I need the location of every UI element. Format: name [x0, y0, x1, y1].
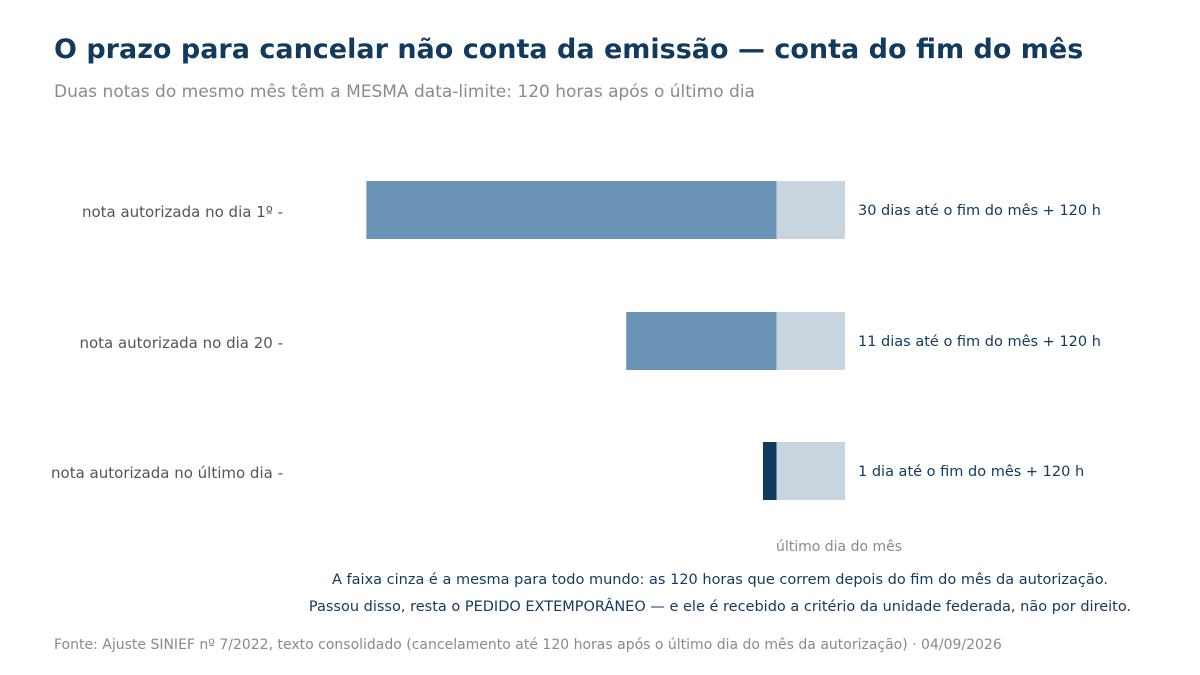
source-note: Fonte: Ajuste SINIEF nº 7/2022, texto co… [54, 637, 1002, 653]
bar-days-until-month-end [626, 312, 777, 370]
chart-subtitle: Duas notas do mesmo mês têm a MESMA data… [54, 82, 755, 102]
y-tick-label: nota autorizada no dia 20 - [79, 334, 283, 352]
footnote-line-2: Passou disso, resta o PEDIDO EXTEMPORÂNE… [308, 599, 1132, 615]
chart-title: O prazo para cancelar não conta da emiss… [54, 34, 1084, 65]
bar-days-until-month-end [762, 442, 777, 500]
y-tick-label: nota autorizada no último dia - [51, 464, 283, 482]
bar-grace-120h [776, 442, 845, 500]
bar-days-until-month-end [366, 181, 777, 239]
data-label: 1 dia até o fim do mês + 120 h [858, 464, 1084, 480]
bar-grace-120h [776, 312, 845, 370]
bar-grace-120h [776, 181, 845, 239]
data-label: 11 dias até o fim do mês + 120 h [858, 334, 1101, 350]
data-label: 30 dias até o fim do mês + 120 h [858, 203, 1101, 219]
footnote-line-1: A faixa cinza é a mesma para todo mundo:… [332, 572, 1108, 588]
y-tick-label: nota autorizada no dia 1º - [82, 203, 283, 221]
month-end-annotation: último dia do mês [776, 539, 902, 555]
